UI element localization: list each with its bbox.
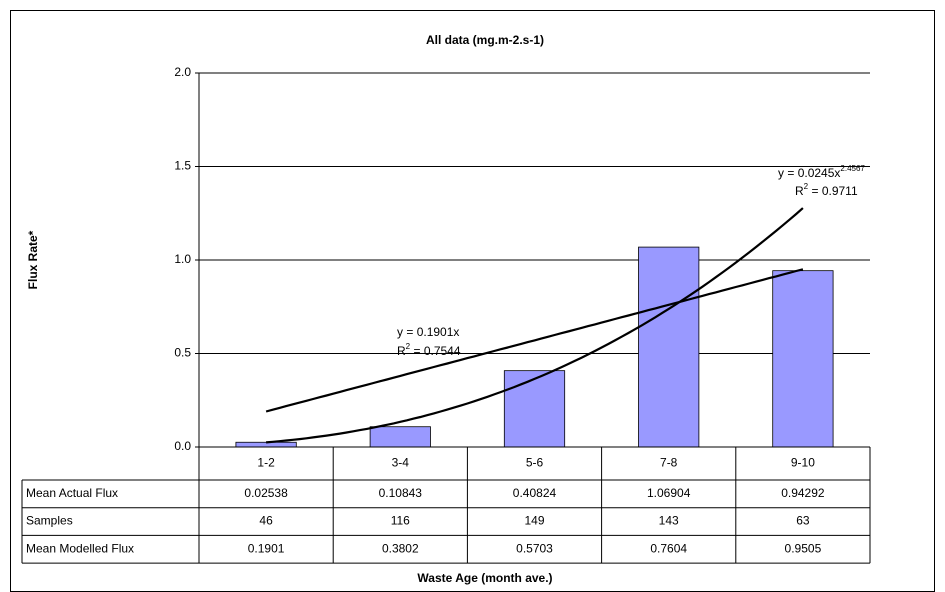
x-tick-label: 3-4 [392,456,410,470]
table-cell: 0.3802 [382,541,419,555]
r-prefix: R [397,344,406,358]
r-infix: = [808,184,822,198]
table-cell: 0.7604 [650,541,687,555]
chart-title: All data (mg.m-2.s-1) [426,33,544,47]
bar [235,441,297,448]
table-cell: 116 [391,514,410,528]
trendline [265,268,804,413]
table-cell: 1.06904 [647,486,691,500]
table-cell: 0.1901 [248,541,285,555]
table-cell: 149 [524,514,544,528]
trendline [266,207,804,444]
table-row-label: Samples [26,514,73,528]
bar [772,270,834,448]
r-value: 0.9711 [822,184,858,198]
y-tick-label: 2.0 [174,65,191,79]
bar [638,246,700,448]
table-cell: 0.02538 [244,486,288,500]
eq-var: x [453,325,459,339]
y-tick-label: 0.0 [174,439,191,453]
r-infix: = [410,344,424,358]
table-cell: 0.94292 [781,486,825,500]
trend-equation: y = 0.1901x [397,325,459,339]
x-axis-label: Waste Age (month ave.) [417,571,552,585]
eq-coef: 0.1901 [417,325,454,339]
x-tick-label: 9-10 [791,456,815,470]
y-tick-label: 1.5 [174,159,191,173]
trend-r2: R2 = 0.7544 [397,342,461,358]
table-cell: 0.5703 [516,541,553,555]
table-cell: 63 [796,514,810,528]
eq-exponent: 2.4567 [840,164,865,173]
x-tick-label: 1-2 [257,456,275,470]
r-prefix: R [795,184,804,198]
x-tick-label: 5-6 [526,456,544,470]
table-cell: 0.9505 [785,541,822,555]
table-row-label: Mean Actual Flux [26,486,118,500]
eq-prefix: y = [397,325,417,339]
r-sup: 2 [406,342,411,351]
bar [503,370,566,448]
y-axis-label: Flux Rate* [26,230,40,289]
y-tick-label: 1.0 [174,252,191,266]
trend-equation: y = 0.0245x2.4567 [778,164,865,180]
bar [369,426,431,448]
table-cell: 0.10843 [379,486,423,500]
table-cell: 0.40824 [513,486,557,500]
eq-coef: 0.0245 [798,166,835,180]
eq-var: x [834,166,840,180]
table-cell: 46 [259,514,273,528]
x-tick-label: 7-8 [660,456,678,470]
r-value: 0.7544 [424,344,461,358]
table-row-label: Mean Modelled Flux [26,541,134,555]
trend-r2: R2 = 0.9711 [795,182,858,198]
table-cell: 143 [659,514,679,528]
eq-prefix: y = [778,166,798,180]
r-sup: 2 [804,182,809,191]
y-tick-label: 0.5 [174,346,191,360]
